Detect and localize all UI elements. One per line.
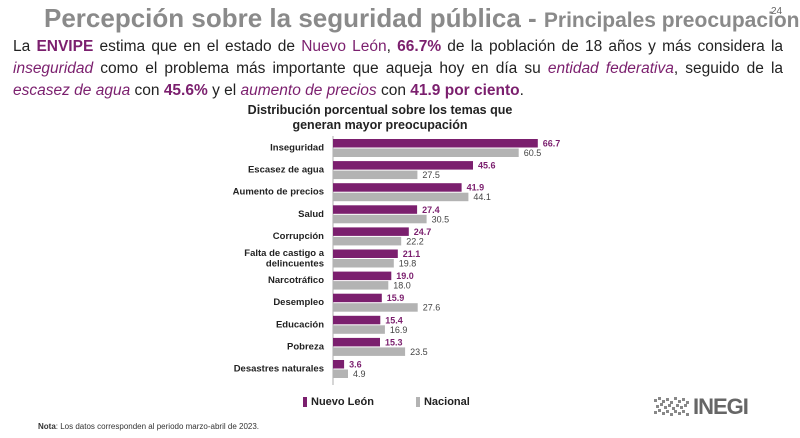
data-label-nuevo-leon: 3.6 — [349, 360, 362, 370]
bar-nacional — [333, 325, 385, 334]
intro-text: con — [130, 82, 164, 99]
bar-nuevo-leon — [333, 183, 462, 192]
bar-nuevo-leon — [333, 249, 398, 258]
inegi-logo: INEGI — [654, 394, 749, 420]
intro-text: . — [519, 82, 524, 99]
legend-label-nacional: Nacional — [423, 396, 470, 408]
bar-nuevo-leon — [333, 293, 382, 303]
footnote: Nota: Los datos corresponden al periodo … — [38, 422, 259, 431]
bar-nuevo-leon — [333, 337, 380, 347]
data-label-nacional: 60.5 — [524, 148, 542, 158]
category-label: Falta de castigo a delincuentes — [244, 248, 324, 270]
legend-label-nuevo-leon: Nuevo León — [311, 396, 374, 408]
intro-issue: inseguridad — [13, 60, 94, 77]
bar-nacional — [333, 281, 389, 290]
bar-nacional — [333, 259, 394, 268]
data-label-nacional: 30.5 — [432, 214, 450, 224]
bar-nuevo-leon — [333, 227, 409, 236]
intro-issue: escasez de agua — [13, 82, 131, 99]
data-label-nuevo-leon: 45.6 — [478, 161, 496, 171]
intro-text: con — [376, 82, 411, 99]
footnote-text: : Los datos corresponden al periodo marz… — [55, 422, 260, 431]
bar-nuevo-leon — [333, 139, 538, 148]
category-label: Pobreza — [287, 341, 325, 352]
data-label-nuevo-leon: 24.7 — [414, 227, 432, 237]
data-label-nuevo-leon: 15.9 — [387, 293, 405, 303]
legend-item-nuevo-leon: Nuevo León — [303, 396, 374, 408]
category-label: Educación — [276, 319, 324, 330]
data-label-nacional: 16.9 — [390, 325, 408, 335]
state-name: Nuevo León — [301, 38, 387, 55]
bar-nacional — [333, 236, 402, 246]
bar-nacional — [333, 347, 406, 356]
category-label: Desastres naturales — [234, 364, 324, 375]
data-label-nacional: 27.5 — [422, 170, 440, 180]
bar-nuevo-leon — [333, 205, 418, 214]
legend-swatch-nacional — [415, 397, 420, 407]
intro-pct: 41.9 por ciento — [410, 82, 520, 99]
intro-issue: aumento de precios — [240, 82, 377, 99]
intro-text: , seguido de la — [673, 60, 784, 77]
intro-paragraph: La ENVIPE estima que en el estado de Nue… — [13, 36, 783, 102]
page-number: 24 — [771, 6, 783, 17]
bar-nacional — [333, 148, 519, 157]
data-label-nuevo-leon: 15.4 — [385, 315, 403, 325]
footnote-label: Nota — [38, 422, 56, 431]
category-label: Aumento de precios — [233, 187, 324, 198]
inegi-logo-text: INEGI — [693, 394, 749, 419]
bar-nuevo-leon — [333, 161, 473, 170]
category-label: Narcotráfico — [268, 275, 324, 286]
bar-nacional — [333, 369, 348, 378]
page-title: Percepción sobre la seguridad pública - … — [44, 3, 800, 34]
intro-text: , — [386, 38, 398, 55]
data-label-nacional: 44.1 — [473, 192, 491, 202]
data-label-nuevo-leon: 66.7 — [543, 139, 561, 149]
intro-text: como el problema más importante que aque… — [93, 60, 548, 77]
data-label-nacional: 23.5 — [410, 347, 428, 357]
intro-pct: 66.7% — [397, 38, 442, 55]
bar-nacional — [333, 303, 418, 312]
category-label: Desempleo — [273, 297, 324, 308]
data-label-nacional: 22.2 — [406, 236, 424, 246]
page-title-sub: Principales preocupaciones — [543, 9, 800, 32]
chart-title: Distribución porcentual sobre los temas … — [247, 103, 513, 132]
intro-pct: 45.6% — [163, 82, 208, 99]
page-title-main: Percepción sobre la seguridad pública - — [44, 3, 544, 33]
bar-nacional — [333, 170, 418, 180]
data-label-nuevo-leon: 21.1 — [403, 249, 421, 259]
legend-swatch-nuevo-leon — [303, 397, 307, 407]
intro-text: de la población de 18 años y más conside… — [441, 38, 784, 55]
data-label-nacional: 18.0 — [393, 281, 411, 291]
data-label-nuevo-leon: 27.4 — [422, 205, 440, 215]
data-label-nacional: 27.6 — [423, 303, 441, 313]
bar-nuevo-leon — [333, 315, 381, 325]
intro-text: La — [13, 38, 37, 55]
data-label-nuevo-leon: 15.3 — [385, 337, 403, 347]
bar-nuevo-leon — [333, 271, 392, 281]
category-label: Salud — [298, 209, 324, 220]
data-label-nuevo-leon: 41.9 — [467, 183, 485, 193]
intro-text: estima que en el estado de — [93, 38, 302, 55]
category-label: Corrupción — [273, 231, 324, 242]
data-label-nuevo-leon: 19.0 — [396, 271, 414, 281]
bar-nuevo-leon — [333, 360, 345, 369]
data-label-nacional: 4.9 — [353, 369, 366, 379]
data-label-nacional: 19.8 — [399, 259, 417, 269]
chart-legend: Nuevo León Nacional — [303, 396, 470, 408]
bar-nacional — [333, 214, 427, 224]
bar-nacional — [333, 192, 469, 202]
category-label: Inseguridad — [270, 143, 324, 154]
survey-name: ENVIPE — [36, 38, 94, 55]
category-label: Escasez de agua — [248, 165, 325, 176]
inegi-logo-mark — [654, 397, 689, 416]
legend-item-nacional: Nacional — [415, 396, 470, 408]
intro-scope: entidad federativa — [547, 60, 674, 77]
intro-text: y el — [207, 82, 241, 99]
